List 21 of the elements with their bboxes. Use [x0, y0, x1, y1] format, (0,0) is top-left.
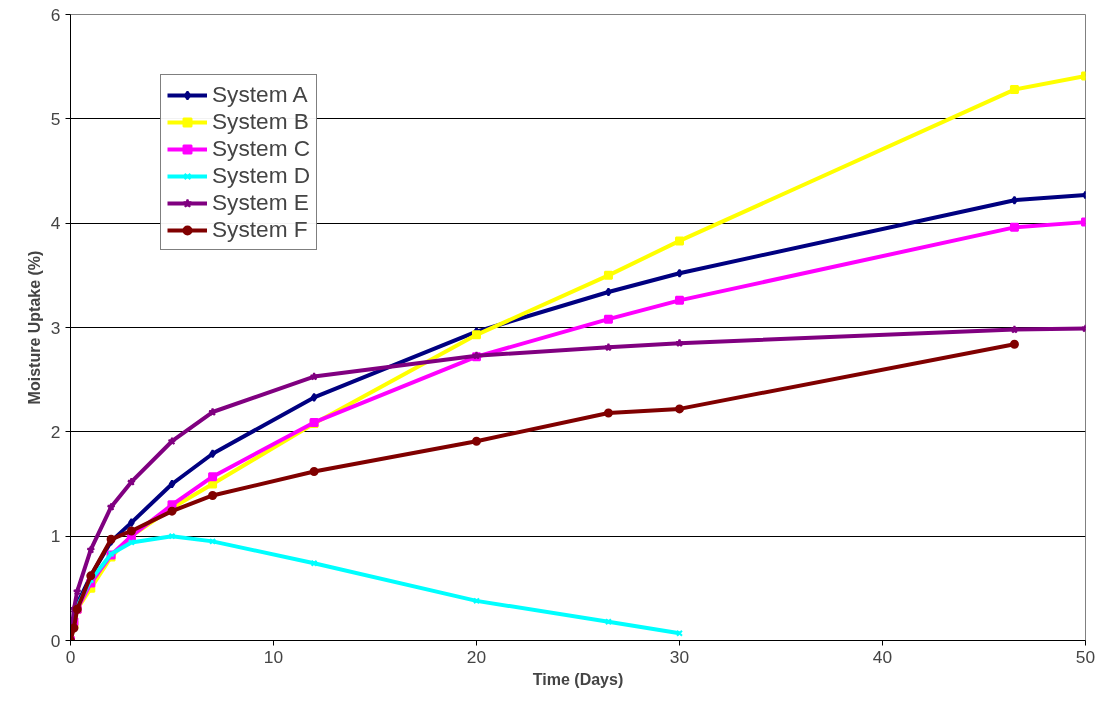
x-tick-label: 30 — [669, 646, 690, 667]
y-tick-label: 3 — [50, 317, 61, 338]
y-axis-title: Moisture Uptake (%) — [25, 250, 43, 405]
y-tick-label: 4 — [50, 213, 61, 234]
x-tick-label: 10 — [263, 646, 284, 667]
y-tick-label: 1 — [50, 526, 61, 547]
x-tick-label: 40 — [872, 646, 893, 667]
legend-label: System C — [212, 135, 311, 162]
legend-label: System A — [212, 81, 308, 108]
y-tick-label: 6 — [50, 4, 61, 25]
x-axis-title: Time (Days) — [532, 670, 624, 688]
legend-label: System E — [212, 189, 309, 216]
x-tick-label: 50 — [1075, 646, 1096, 667]
legend-label: System D — [212, 162, 311, 189]
legend-label: System F — [212, 216, 308, 243]
x-tick-label: 20 — [466, 646, 487, 667]
y-tick-label: 2 — [50, 421, 61, 442]
legend-label: System B — [212, 108, 309, 135]
y-tick-label: 0 — [50, 630, 61, 651]
x-tick-label: 0 — [65, 646, 76, 667]
y-tick-label: 5 — [50, 108, 61, 129]
